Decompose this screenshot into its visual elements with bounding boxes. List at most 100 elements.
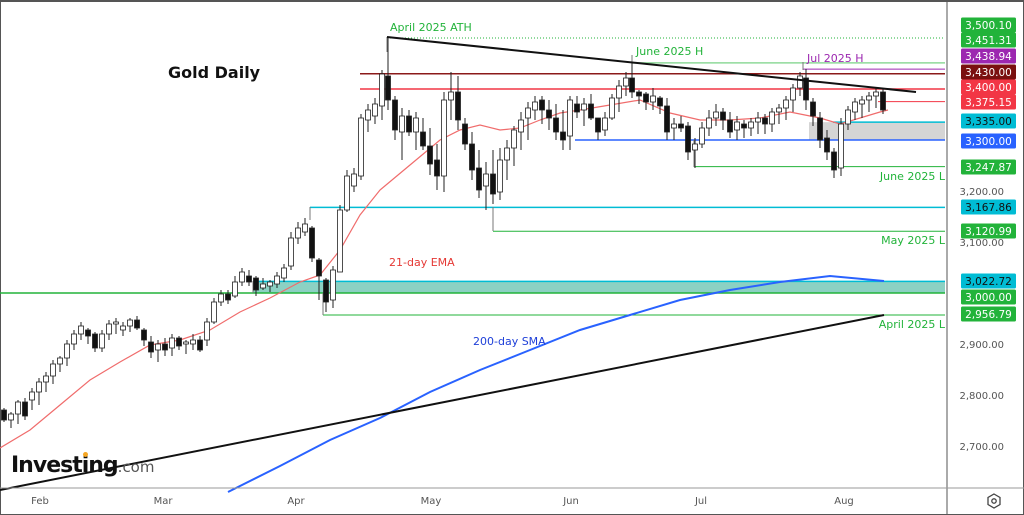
price-tag-bg xyxy=(961,94,1016,110)
candle xyxy=(574,96,580,118)
price-tag: 3,375.15 xyxy=(961,94,1016,110)
candle-body xyxy=(692,143,698,151)
candle-body xyxy=(351,173,357,187)
candle-body xyxy=(392,99,398,131)
price-tag-bg xyxy=(961,79,1016,95)
candle-body xyxy=(609,97,615,119)
price-tick-label: 2,700.00 xyxy=(959,442,1004,453)
candle xyxy=(295,222,301,244)
candle-body xyxy=(678,123,684,129)
candle xyxy=(476,150,482,198)
candle-body xyxy=(671,123,677,129)
candle-body xyxy=(518,119,524,133)
candle-body xyxy=(817,117,823,141)
candle xyxy=(162,338,168,356)
candle-body xyxy=(588,103,594,119)
candle-body xyxy=(365,109,371,121)
price-tag-bg xyxy=(961,223,1016,239)
candle-body xyxy=(427,145,433,165)
candle-body xyxy=(845,109,851,125)
candle-body xyxy=(420,131,426,147)
candle xyxy=(657,96,663,114)
candle xyxy=(92,332,98,352)
candle xyxy=(748,118,754,136)
price-tag-label: 3,300.00 xyxy=(965,136,1012,148)
candle-body xyxy=(629,77,635,93)
candle-body xyxy=(155,343,161,351)
candle-body xyxy=(567,99,573,137)
price-tag-bg xyxy=(961,133,1016,149)
candle-body xyxy=(769,111,775,125)
candle xyxy=(483,162,489,210)
price-tag: 3,451.31 xyxy=(961,32,1016,48)
time-tick-label: May xyxy=(421,496,442,507)
candle xyxy=(490,150,496,204)
candle-body xyxy=(204,321,210,341)
price-tag-bg xyxy=(961,289,1016,305)
candle-body xyxy=(106,323,112,335)
price-tick-label: 3,200.00 xyxy=(959,187,1004,198)
annotations: April 2025 ATH June 2025 H Jul 2025 H June … xyxy=(389,21,946,348)
price-tag-bg xyxy=(961,199,1016,215)
price-tag-label: 2,956.79 xyxy=(965,309,1012,321)
candle xyxy=(43,372,49,392)
candle xyxy=(532,96,538,120)
candle xyxy=(727,112,733,138)
price-tag: 3,247.87 xyxy=(961,159,1016,175)
candle xyxy=(351,168,357,192)
candlesticks xyxy=(1,38,886,428)
candle-body xyxy=(783,99,789,109)
candle xyxy=(78,322,84,340)
price-axis[interactable]: 3,200.00 3,100.00 2,900.00 2,800.00 2,700.00… xyxy=(959,17,1016,454)
price-tag: 3,300.00 xyxy=(961,133,1016,149)
candle-body xyxy=(560,131,566,141)
price-tag-label: 3,000.00 xyxy=(965,292,1012,304)
candle-body xyxy=(148,341,154,353)
candle xyxy=(309,226,315,262)
candle xyxy=(817,112,823,148)
candle-body xyxy=(29,391,35,401)
candle xyxy=(246,270,252,286)
candle-body xyxy=(358,117,364,177)
candle-body xyxy=(734,121,740,131)
trendlines xyxy=(0,36,917,491)
price-tag: 3,022.72 xyxy=(961,273,1016,289)
candle-body xyxy=(616,85,622,99)
candle xyxy=(211,298,217,324)
time-axis[interactable]: Feb Mar Apr May Jun Jul Aug xyxy=(31,496,854,507)
candle-body xyxy=(162,343,168,351)
candle xyxy=(866,92,872,112)
candle xyxy=(288,232,294,270)
candle xyxy=(134,316,140,330)
candle xyxy=(253,276,259,296)
candle xyxy=(769,108,775,132)
candle-body xyxy=(539,99,545,111)
candle xyxy=(106,320,112,340)
candle xyxy=(469,132,475,180)
price-tag: 2,956.79 xyxy=(961,306,1016,322)
price-tag-label: 3,500.10 xyxy=(965,20,1012,32)
candle xyxy=(57,356,63,372)
settings-icon[interactable] xyxy=(985,492,1003,510)
candle xyxy=(385,38,391,110)
candle xyxy=(713,104,719,126)
time-tick-label: Jun xyxy=(562,496,579,507)
candle xyxy=(643,92,649,110)
candle xyxy=(497,148,503,200)
candle-body xyxy=(43,375,49,383)
candle-body xyxy=(232,281,238,297)
candle-body xyxy=(532,101,538,111)
candle-body xyxy=(239,271,245,283)
candle-body xyxy=(706,117,712,129)
candle xyxy=(267,280,273,292)
candle xyxy=(636,90,642,104)
price-tag: 3,400.00 xyxy=(961,79,1016,95)
candle-body xyxy=(134,319,140,329)
candle xyxy=(15,400,21,424)
candle xyxy=(595,117,601,140)
levels-layer xyxy=(0,37,945,316)
investing-logo: Investing.com xyxy=(11,452,154,478)
price-tag: 3,120.99 xyxy=(961,223,1016,239)
time-tick-label: Feb xyxy=(31,496,49,507)
